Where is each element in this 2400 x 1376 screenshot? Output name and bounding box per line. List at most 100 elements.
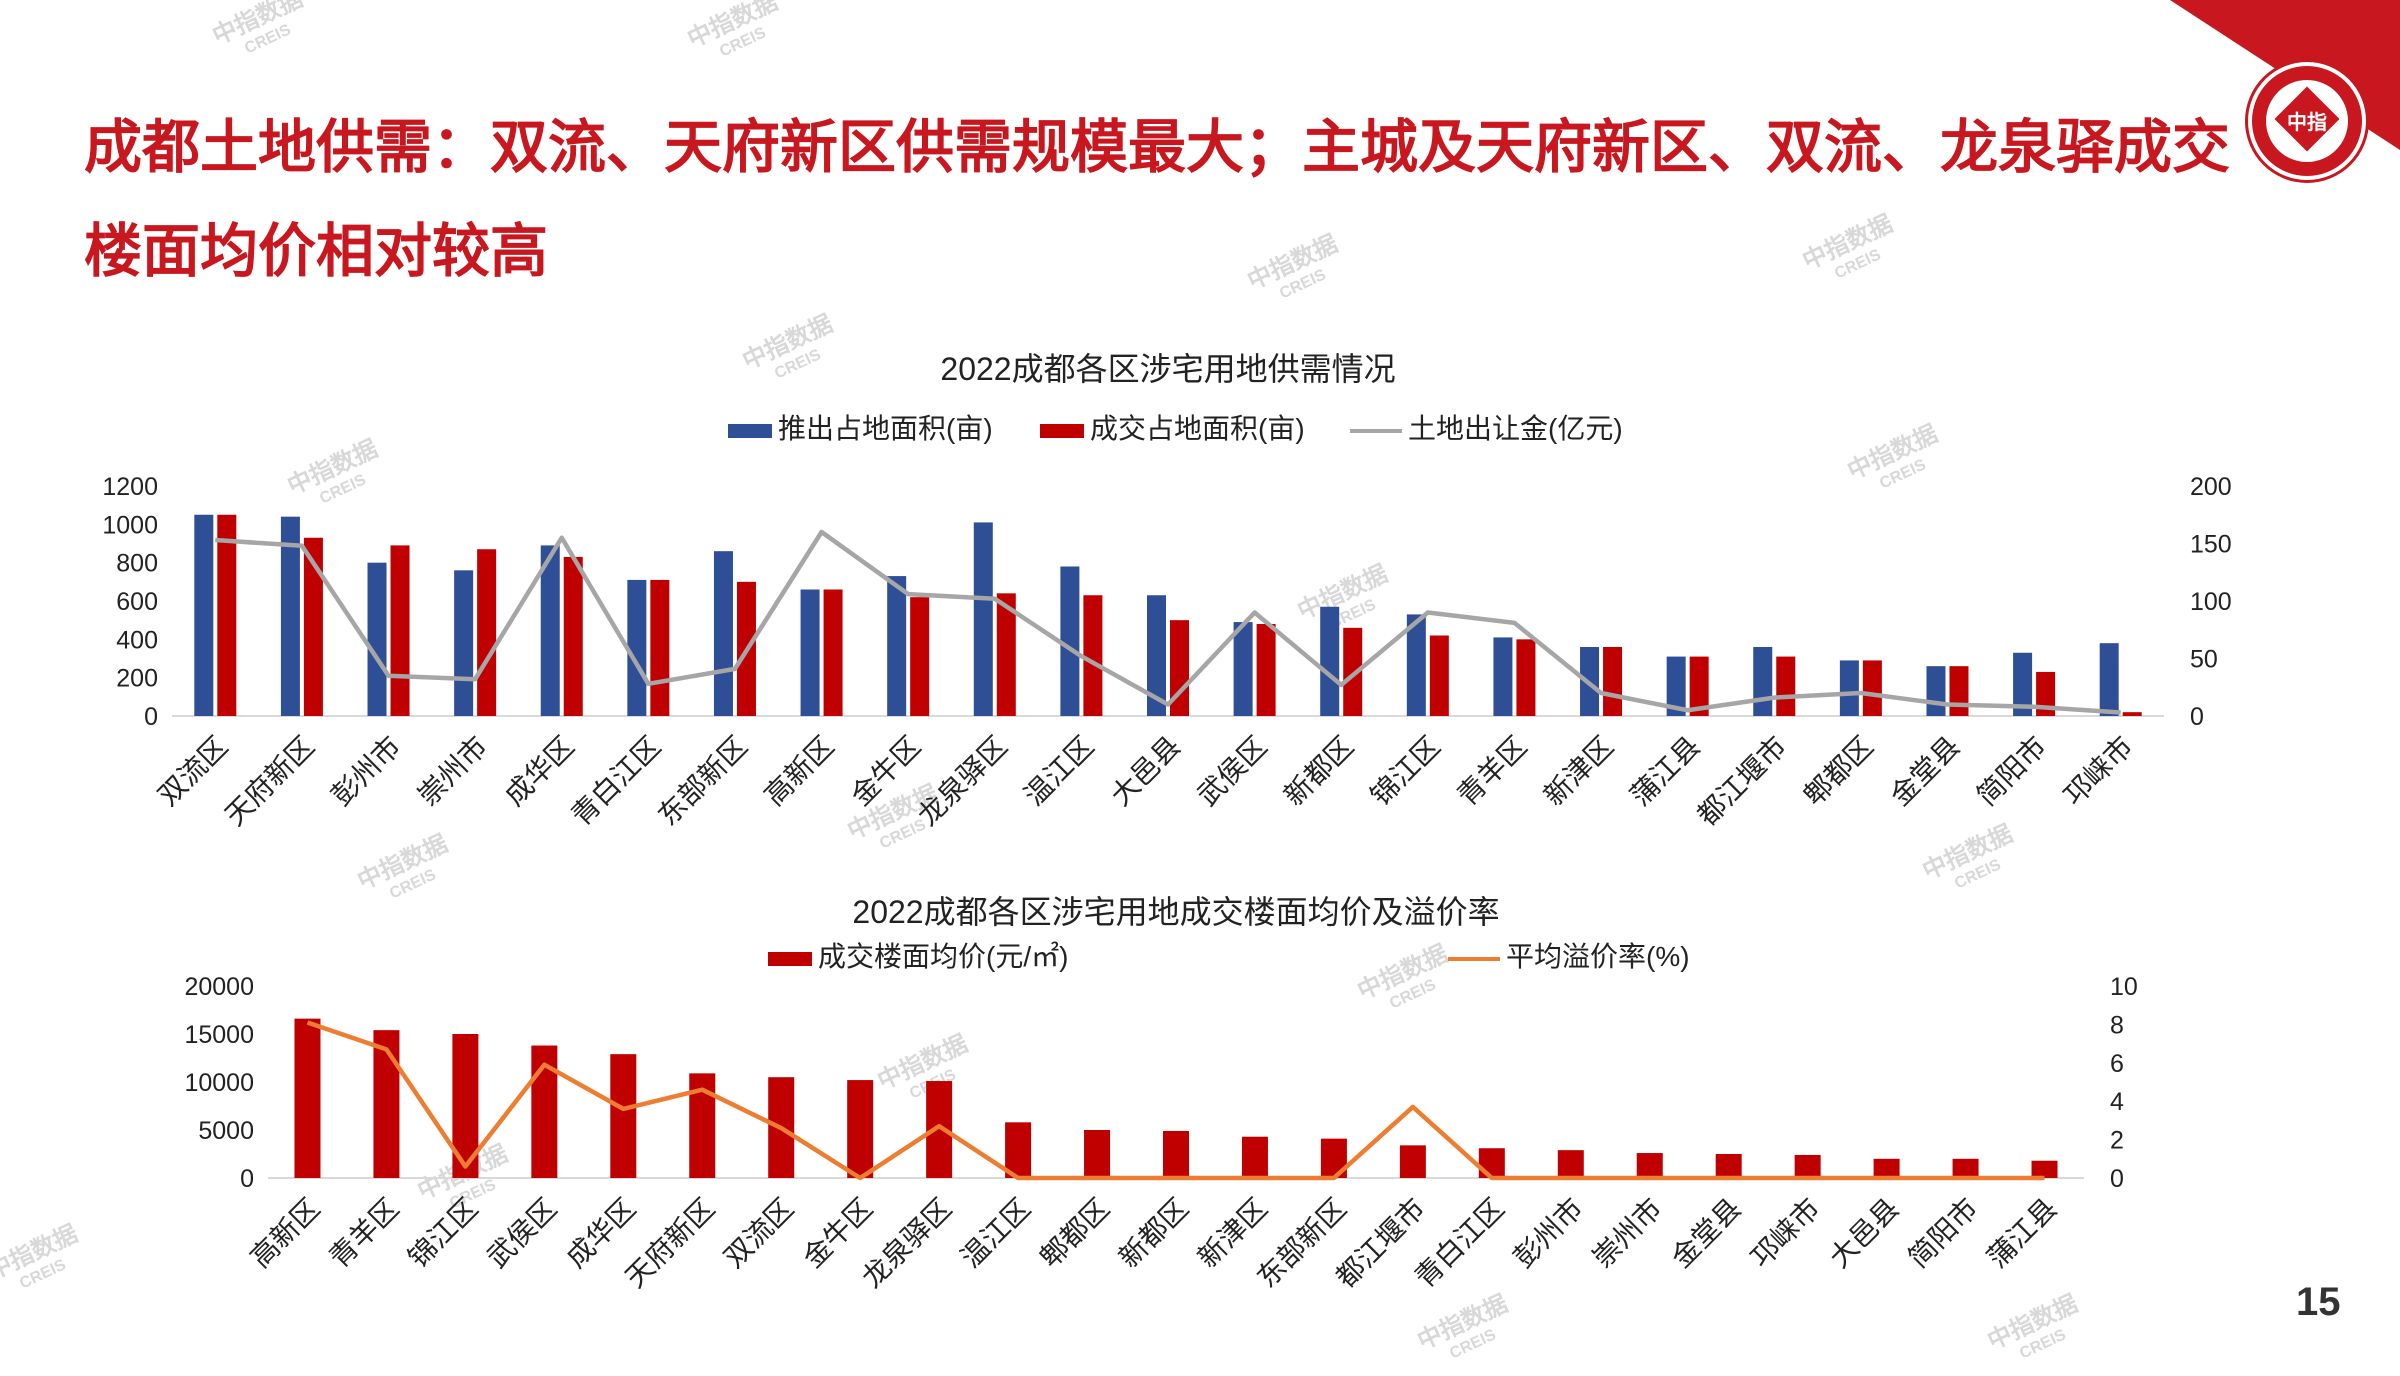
bar-1-0-10 [1084,1130,1111,1178]
category-label-0-16: 新津区 [1538,730,1619,811]
bar-1-0-17 [1636,1153,1663,1178]
category-label-0-3: 崇州市 [412,730,493,811]
bar-0-1-16 [1603,647,1623,716]
category-label-1-22: 蒲江县 [1981,1192,2062,1273]
bar-0-0-20 [1926,666,1946,716]
bar-1-0-16 [1557,1150,1584,1178]
bar-0-0-0 [194,514,214,716]
y-right-tick-0-4: 200 [2190,473,2232,501]
series-line-1-0 [306,1020,2045,1181]
y-left-tick-0-6: 1200 [102,473,158,501]
bar-0-0-18 [1753,647,1773,716]
category-label-0-0: 双流区 [152,730,233,811]
page-title: 成都土地供需：双流、天府新区供需规模最大；主城及天府新区、双流、龙泉驿成交楼面均… [84,115,2231,284]
bar-0-1-22 [2122,712,2142,716]
bar-1-0-20 [1873,1158,1900,1178]
category-label-0-15: 青羊区 [1451,730,1532,811]
bar-0-0-21 [2013,652,2033,716]
category-label-0-19: 郫都区 [1798,730,1879,811]
category-label-0-2: 彭州市 [325,730,406,811]
bar-0-1-12 [1256,624,1276,716]
bar-0-1-3 [477,549,497,716]
y-left-tick-1-0: 0 [240,1165,254,1193]
category-label-1-6: 双流区 [718,1192,799,1273]
bar-0-1-20 [1949,666,1969,716]
category-label-0-22: 邛崃市 [2058,730,2139,811]
bar-0-1-21 [2036,671,2056,716]
category-label-1-3: 武侯区 [481,1192,562,1273]
y-left-tick-0-3: 600 [116,588,158,616]
bar-0-0-10 [1060,566,1080,716]
category-label-0-4: 成华区 [499,730,580,811]
bar-1-0-12 [1241,1136,1268,1178]
bar-0-0-15 [1493,637,1513,716]
bar-1-0-7 [847,1080,874,1178]
category-label-0-5: 青白江区 [565,730,666,831]
bar-0-1-14 [1429,635,1449,716]
bar-0-1-10 [1083,595,1103,716]
bar-1-0-22 [2031,1160,2058,1178]
bar-1-0-18 [1715,1154,1742,1178]
bar-0-0-1 [280,516,300,716]
bar-0-0-8 [887,576,907,716]
y-right-tick-0-3: 150 [2190,531,2232,559]
bar-0-0-22 [2099,643,2119,716]
y-left-tick-0-4: 800 [116,550,158,578]
bar-1-0-11 [1163,1130,1189,1178]
y-left-tick-0-0: 0 [144,703,158,731]
legend-label-0-2: 土地出让金(亿元) [1408,413,1623,444]
bar-0-0-2 [367,562,387,716]
y-right-tick-0-2: 100 [2190,588,2232,616]
legend-label-1-1: 平均溢价率(%) [1506,941,1690,972]
y-right-tick-1-5: 10 [2110,973,2138,1001]
bar-1-0-15 [1478,1148,1505,1178]
category-label-0-17: 蒲江县 [1625,730,1706,811]
bar-0-1-9 [996,593,1016,716]
legend-swatch-1-0 [768,952,812,966]
academy-seal-logo: 中指 [2248,62,2366,180]
bar-0-1-17 [1689,656,1709,716]
page-number: 15 [2296,1280,2341,1324]
y-left-tick-0-1: 200 [116,665,158,693]
bar-1-0-14 [1399,1145,1426,1178]
bar-0-1-5 [650,579,670,716]
bar-0-0-14 [1406,614,1426,716]
category-label-0-6: 东部新区 [652,730,753,831]
bar-1-0-4 [610,1054,637,1178]
bar-0-1-4 [563,556,583,716]
bar-0-0-19 [1839,660,1859,716]
category-label-1-19: 邛崃市 [1745,1192,1826,1273]
y-left-tick-0-2: 400 [116,626,158,654]
bar-0-1-2 [390,545,410,716]
bar-1-0-21 [1952,1158,1979,1178]
bar-0-0-11 [1147,595,1166,716]
bar-0-1-1 [303,537,323,716]
bar-0-0-7 [800,589,820,716]
legend-label-1-0: 成交楼面均价(元/㎡) [818,941,1068,972]
category-label-1-16: 彭州市 [1508,1192,1589,1273]
category-label-0-18: 都江堰市 [1691,730,1792,831]
bar-1-0-19 [1794,1154,1821,1178]
y-right-tick-1-3: 6 [2110,1050,2124,1078]
category-label-0-11: 大邑县 [1105,730,1186,811]
series-line-0-0 [215,529,2121,715]
category-label-1-9: 温江区 [955,1192,1036,1273]
y-left-tick-1-2: 10000 [184,1069,254,1097]
category-label-0-13: 新都区 [1278,730,1359,811]
category-label-1-1: 青羊区 [323,1192,404,1273]
bar-0-0-3 [454,570,474,716]
category-label-1-20: 大邑县 [1824,1192,1905,1273]
legend-label-0-1: 成交占地面积(亩) [1090,413,1305,444]
category-label-1-2: 锦江区 [402,1192,483,1273]
category-label-0-9: 龙泉驿区 [912,730,1013,831]
y-right-tick-0-0: 0 [2190,703,2204,731]
bar-0-1-11 [1170,620,1189,716]
bar-1-0-0 [294,1018,321,1178]
bar-0-1-19 [1862,660,1882,716]
bar-0-0-6 [713,551,733,716]
legend-swatch-0-1 [1040,424,1084,438]
category-label-1-17: 崇州市 [1587,1192,1668,1273]
bar-0-1-0 [217,514,237,716]
y-right-tick-1-4: 8 [2110,1011,2124,1039]
